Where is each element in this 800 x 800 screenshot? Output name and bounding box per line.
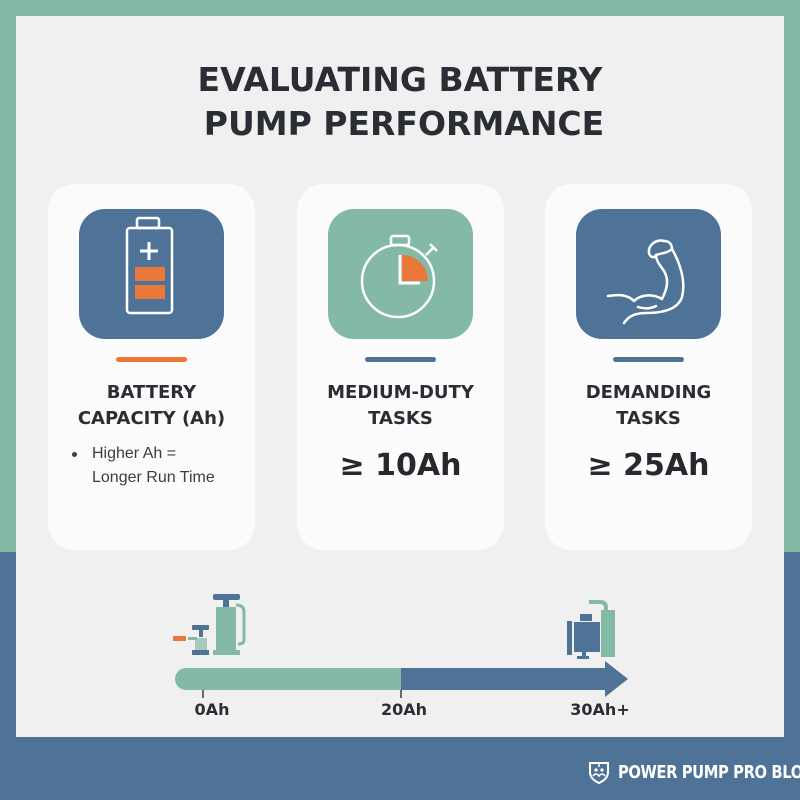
scale-arrowhead-icon — [605, 661, 628, 697]
card-title-line-2: TASKS — [368, 408, 433, 429]
bullet-text-line-2: Longer Run Time — [92, 469, 215, 486]
bicep-icon-tile — [576, 209, 721, 339]
stopwatch-icon — [360, 234, 438, 319]
accent-underline — [116, 357, 187, 362]
hand-pump-icon — [173, 594, 246, 655]
capacity-value: ≥ 10Ah — [339, 448, 462, 483]
title-line-2: PUMP PERFORMANCE — [203, 104, 605, 143]
card-title: MEDIUM-DUTY TASKS — [297, 380, 504, 432]
page-title: EVALUATING BATTERY PUMP PERFORMANCE — [0, 58, 800, 146]
card-demanding: DEMANDING TASKS ≥ 25Ah — [545, 184, 752, 550]
battery-icon-tile — [79, 209, 224, 339]
card-title-line-2: TASKS — [616, 408, 681, 429]
accent-underline — [613, 357, 684, 362]
accent-underline — [365, 357, 436, 362]
card-medium-duty: MEDIUM-DUTY TASKS ≥ 10Ah — [297, 184, 504, 550]
card-title-line-1: MEDIUM-DUTY — [327, 382, 474, 403]
card-title-line-2: CAPACITY (Ah) — [77, 408, 226, 429]
scale-bar-green — [175, 668, 401, 690]
card-title-line-1: DEMANDING — [585, 382, 712, 403]
flexed-bicep-icon — [606, 239, 685, 325]
capacity-value: ≥ 25Ah — [587, 448, 710, 483]
shield-logo-icon — [589, 762, 609, 784]
bullet-item: Higher Ah = Longer Run Time — [70, 442, 250, 490]
stopwatch-icon-tile — [328, 209, 473, 339]
card-title-line-1: BATTERY — [106, 382, 197, 403]
scale-label-30ah-plus: 30Ah+ — [570, 700, 630, 719]
electric-pump-icon — [567, 600, 615, 659]
scale-label-0ah: 0Ah — [194, 700, 230, 719]
brand-logo: POWER PUMP PRO BLOG — [588, 758, 800, 786]
bullet-dot-icon — [72, 452, 77, 457]
card-title: BATTERY CAPACITY (Ah) — [48, 380, 255, 432]
card-battery-capacity: BATTERY CAPACITY (Ah) Higher Ah = Longer… — [48, 184, 255, 550]
bullet-text-line-1: Higher Ah = — [92, 445, 177, 462]
scale-bar-blue — [401, 668, 607, 690]
title-line-1: EVALUATING BATTERY — [197, 60, 603, 99]
brand-name: POWER PUMP PRO BLOG — [618, 761, 800, 783]
card-title: DEMANDING TASKS — [545, 380, 752, 432]
battery-icon — [125, 216, 174, 315]
scale-label-20ah: 20Ah — [380, 700, 428, 719]
